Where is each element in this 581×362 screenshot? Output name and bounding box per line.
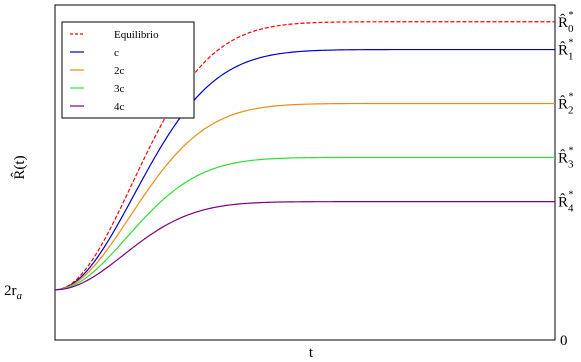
legend-label-Equilibrio: Equilibrio [114, 29, 159, 41]
series-line-Equilibrio [54, 21, 555, 291]
end-label-4: R̂4* [558, 190, 574, 215]
end-label-3: R̂3* [558, 145, 574, 170]
series-line-3c [54, 156, 555, 291]
series-line-4c [54, 201, 555, 291]
series-line-c [54, 48, 555, 291]
legend-label-c: c [114, 47, 119, 59]
end-labels: R̂0* R̂1* R̂2* R̂3* R̂4* [558, 10, 574, 215]
legend-label-2c: 2c [114, 65, 125, 77]
series-lines [54, 21, 555, 291]
y-start-label: 2ra [4, 283, 23, 302]
legend: Equilibrio c 2c 3c 4c [61, 21, 195, 119]
y-axis-label: R̂(t) [11, 155, 28, 179]
end-label-1: R̂1* [558, 38, 574, 63]
end-label-2: R̂2* [558, 91, 574, 116]
right-axis-zero-label: 0 [560, 333, 568, 349]
plot-frame [54, 4, 556, 341]
series-line-2c [54, 102, 555, 291]
legend-label-3c: 3c [114, 83, 125, 95]
legend-label-4c: 4c [114, 101, 125, 113]
x-axis-label: t [309, 345, 314, 361]
axis-labels: t R̂(t) 2ra 0 [4, 155, 568, 361]
end-label-0: R̂0* [558, 10, 574, 35]
